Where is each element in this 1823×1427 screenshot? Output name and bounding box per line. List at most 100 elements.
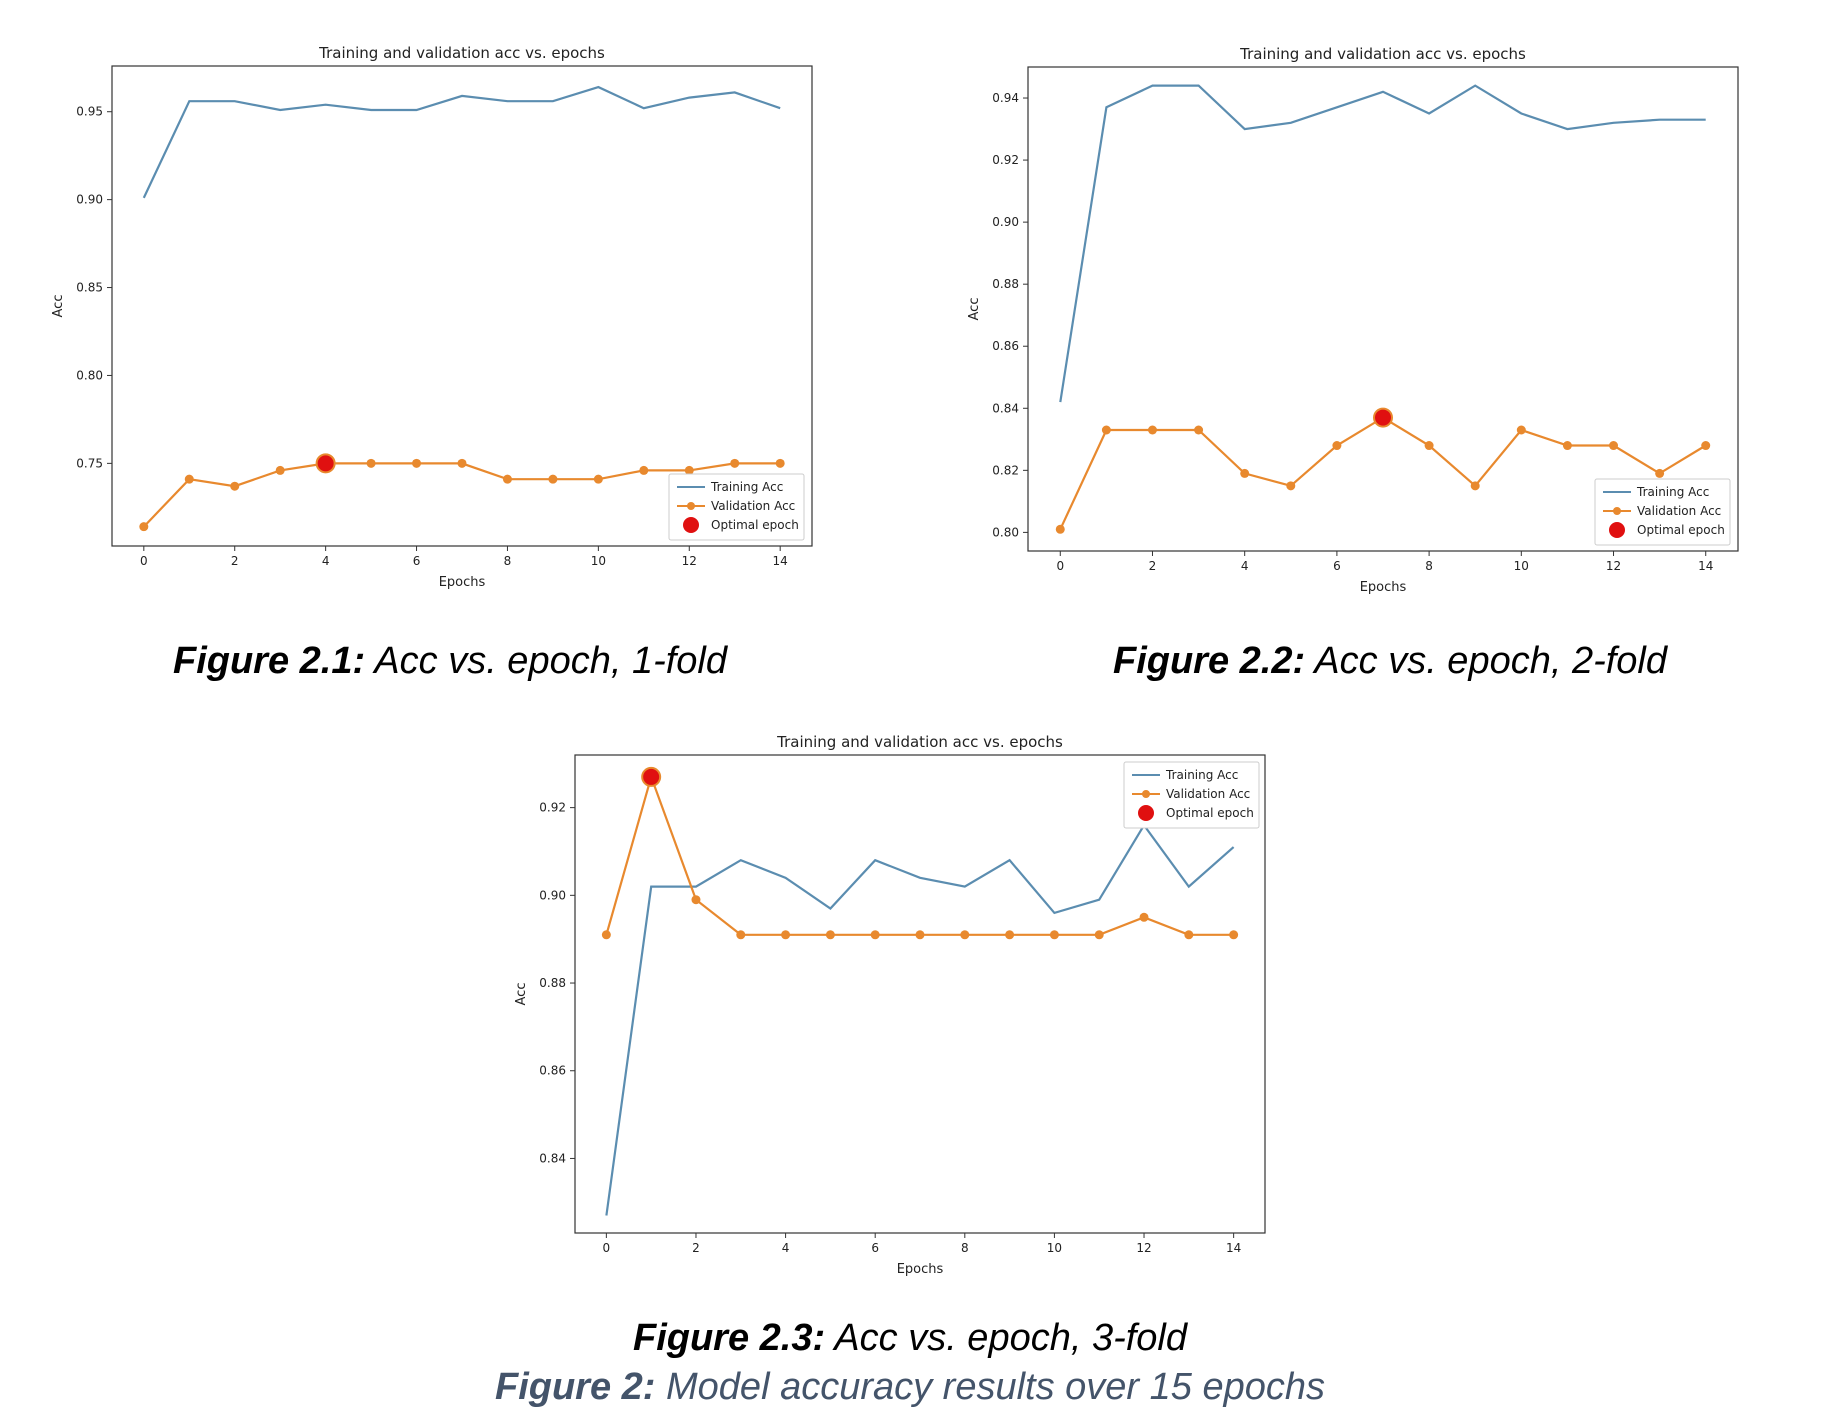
validation-acc-point bbox=[1184, 930, 1194, 940]
legend-box bbox=[1123, 761, 1260, 829]
plot-frame bbox=[1027, 66, 1739, 552]
x-tick-label: 2 bbox=[692, 1241, 700, 1255]
x-axis-label: Epochs bbox=[897, 1262, 944, 1277]
caption-label: Figure 2: bbox=[494, 1366, 656, 1408]
x-tick-label: 6 bbox=[871, 1241, 879, 1255]
legend-optimal-swatch-dot bbox=[1609, 522, 1625, 538]
chart-title: Training and validation acc vs. epochs bbox=[776, 733, 1063, 751]
x-tick-label: 14 bbox=[773, 554, 788, 568]
caption-text: Acc vs. epoch, 2-fold bbox=[1305, 640, 1668, 682]
validation-acc-point bbox=[730, 458, 740, 468]
chart-fold-2: Training and validation acc vs. epochs 0 2… bbox=[967, 40, 1778, 600]
legend: Training Acc Validation Acc Optimal epoch bbox=[1594, 478, 1731, 546]
x-tick-label: 14 bbox=[1226, 1241, 1241, 1255]
legend-training-label: Training Acc bbox=[1636, 485, 1709, 499]
y-tick-label: 0.85 bbox=[76, 281, 103, 295]
caption-text: Model accuracy results over 15 epochs bbox=[655, 1366, 1325, 1408]
x-tick-label: 14 bbox=[1698, 559, 1713, 573]
chart-title: Training and validation acc vs. epochs bbox=[1239, 45, 1526, 63]
validation-acc-point bbox=[593, 474, 603, 484]
x-axis-label: Epochs bbox=[439, 575, 486, 590]
y-axis-label: Acc bbox=[967, 298, 982, 321]
chart-svg: Training and validation acc vs. epochs 0 2… bbox=[51, 44, 813, 590]
x-tick-label: 12 bbox=[682, 554, 697, 568]
x-tick-label: 4 bbox=[322, 554, 330, 568]
y-tick-label: 0.80 bbox=[992, 525, 1019, 539]
legend-optimal-label: Optimal epoch bbox=[1166, 806, 1254, 820]
plot-frame bbox=[111, 65, 813, 547]
chart-fold-3: Training and validation acc vs. epochs 0 2… bbox=[505, 732, 1305, 1277]
training-acc-line bbox=[142, 85, 781, 199]
x-tick-label: 8 bbox=[504, 554, 512, 568]
validation-acc-point bbox=[684, 465, 694, 475]
validation-acc-point bbox=[502, 474, 512, 484]
validation-acc-point bbox=[736, 930, 746, 940]
validation-acc-point bbox=[412, 458, 422, 468]
legend-training-label: Training Acc bbox=[1165, 768, 1238, 782]
y-tick-label: 0.75 bbox=[76, 456, 103, 470]
validation-acc-point bbox=[1240, 468, 1250, 478]
chart-title: Training and validation acc vs. epochs bbox=[318, 44, 605, 62]
legend-optimal-swatch-dot bbox=[1138, 805, 1154, 821]
caption-text: Acc vs. epoch, 1-fold bbox=[365, 640, 728, 682]
x-tick-label: 10 bbox=[591, 554, 606, 568]
caption-label: Figure 2.1: bbox=[172, 640, 366, 682]
legend-validation-label: Validation Acc bbox=[1637, 504, 1721, 518]
validation-acc-point bbox=[870, 930, 880, 940]
y-tick-label: 0.94 bbox=[992, 91, 1019, 105]
validation-acc-point bbox=[457, 458, 467, 468]
caption-figure-2-1: Figure 2.1: Acc vs. epoch, 1-fold bbox=[100, 640, 800, 683]
x-tick-label: 6 bbox=[1333, 559, 1341, 573]
y-axis-label: Acc bbox=[514, 983, 529, 1006]
x-axis-label: Epochs bbox=[1360, 580, 1407, 595]
validation-acc-point bbox=[139, 522, 149, 532]
chart-fold-1: Training and validation acc vs. epochs 0 2… bbox=[40, 40, 860, 600]
y-tick-label: 0.92 bbox=[992, 153, 1019, 167]
y-tick-label: 0.84 bbox=[992, 401, 1019, 415]
y-tick-label: 0.90 bbox=[539, 888, 566, 902]
validation-acc-point bbox=[601, 930, 611, 940]
x-tick-label: 4 bbox=[782, 1241, 790, 1255]
training-acc-line bbox=[1059, 84, 1706, 403]
y-tick-label: 0.88 bbox=[992, 277, 1019, 291]
legend-optimal-swatch-dot bbox=[683, 517, 699, 533]
optimal-epoch-marker bbox=[315, 453, 336, 474]
validation-acc-point bbox=[548, 474, 558, 484]
validation-acc-point bbox=[1194, 425, 1204, 435]
validation-acc-point bbox=[1139, 912, 1149, 922]
caption-figure-2-2: Figure 2.2: Acc vs. epoch, 2-fold bbox=[1040, 640, 1740, 683]
validation-acc-point bbox=[230, 481, 240, 491]
validation-acc-point bbox=[1286, 481, 1296, 491]
y-tick-label: 0.92 bbox=[539, 801, 566, 815]
y-tick-label: 0.90 bbox=[76, 193, 103, 207]
legend-validation-swatch-dot bbox=[687, 502, 695, 510]
caption-figure-2-3: Figure 2.3: Acc vs. epoch, 3-fold bbox=[560, 1317, 1260, 1360]
validation-acc-point bbox=[1101, 425, 1111, 435]
y-tick-label: 0.80 bbox=[76, 368, 103, 382]
legend: Training Acc Validation Acc Optimal epoch bbox=[668, 473, 805, 541]
training-acc-line bbox=[605, 823, 1235, 1216]
y-tick-label: 0.86 bbox=[992, 339, 1019, 353]
legend-optimal-label: Optimal epoch bbox=[711, 518, 799, 532]
validation-acc-point bbox=[1332, 441, 1342, 451]
caption-figure-2: Figure 2: Model accuracy results over 15… bbox=[460, 1366, 1360, 1409]
validation-acc-point bbox=[915, 930, 925, 940]
caption-label: Figure 2.2: bbox=[1112, 640, 1306, 682]
x-tick-label: 0 bbox=[603, 1241, 611, 1255]
validation-acc-point bbox=[366, 458, 376, 468]
y-tick-label: 0.95 bbox=[76, 105, 103, 119]
caption-label: Figure 2.3: bbox=[632, 1317, 826, 1359]
x-tick-label: 12 bbox=[1606, 559, 1621, 573]
validation-acc-point bbox=[1055, 524, 1065, 534]
y-tick-label: 0.82 bbox=[992, 463, 1019, 477]
x-tick-label: 0 bbox=[1056, 559, 1064, 573]
validation-acc-point bbox=[1147, 425, 1157, 435]
optimal-epoch-marker bbox=[1373, 407, 1393, 428]
x-tick-label: 8 bbox=[961, 1241, 969, 1255]
validation-acc-point bbox=[960, 930, 970, 940]
chart-svg: Training and validation acc vs. epochs 0 2… bbox=[967, 45, 1739, 595]
validation-acc-point bbox=[1562, 441, 1572, 451]
x-tick-label: 10 bbox=[1514, 559, 1529, 573]
y-axis-label: Acc bbox=[51, 295, 66, 318]
validation-acc-point bbox=[184, 474, 194, 484]
